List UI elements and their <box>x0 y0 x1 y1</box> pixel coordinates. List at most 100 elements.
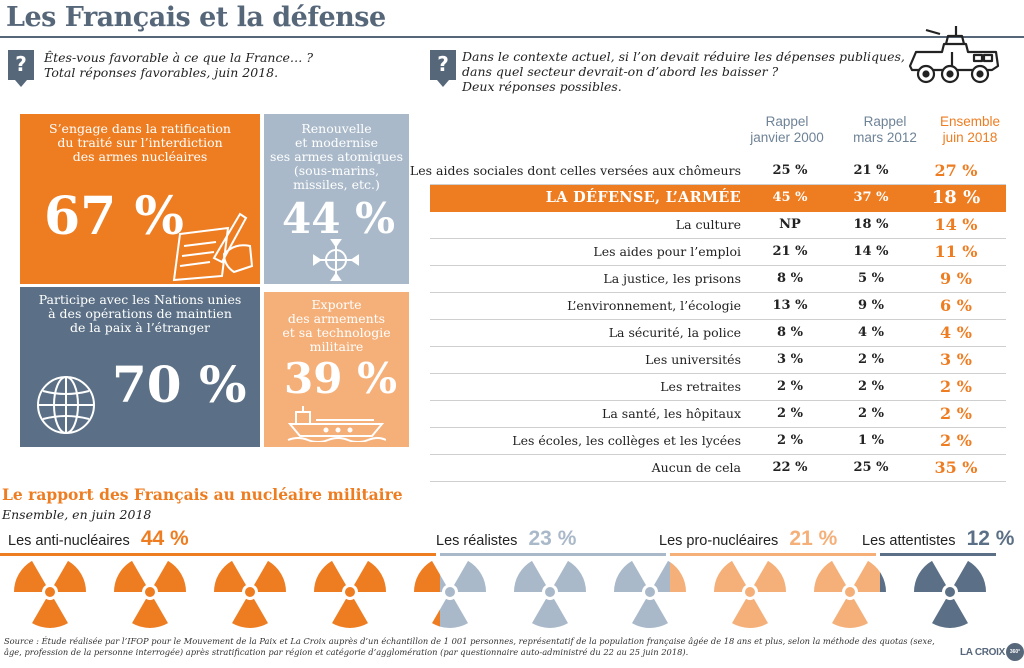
group-rule <box>440 553 666 556</box>
column-header-line: Rappel <box>765 114 809 129</box>
row-label: Les aides sociales dont celles versées a… <box>409 163 741 178</box>
table-row: Les retraites 2 % 2 % 2 % <box>430 374 1006 401</box>
ship-icon <box>287 406 386 442</box>
tile-label: du traité sur l’interdiction <box>57 135 223 150</box>
value-2000: NP <box>779 217 801 232</box>
radiation-symbol-pro <box>714 560 786 628</box>
favorable-tile-peacekeeping: Participe avec les Nations unies à des o… <box>20 287 260 447</box>
group-rule <box>670 553 876 556</box>
radiation-symbol-anti <box>414 560 440 627</box>
radiation-symbol-anti <box>314 560 386 628</box>
column-header-2000: Rappel janvier 2000 <box>747 114 827 146</box>
tile-percentage: 67 % <box>44 186 184 247</box>
column-header-2012: Rappel mars 2012 <box>845 114 925 146</box>
group-label: Les anti-nucléaires <box>8 533 130 549</box>
value-2018: 9 % <box>940 269 972 288</box>
row-label: Aucun de cela <box>651 460 741 475</box>
row-label: Les aides pour l’emploi <box>593 244 741 259</box>
table-row-highlight: LA DÉFENSE, L’ARMÉE 45 % 37 % 18 % <box>430 185 1006 212</box>
tile-label: Exporte <box>311 297 362 312</box>
group-percentage: 12 % <box>966 527 1015 550</box>
tile-label: S’engage dans la ratification <box>49 121 231 136</box>
value-2012: 4 % <box>858 325 884 340</box>
column-header-2018: Ensemble juin 2018 <box>928 114 1012 146</box>
crosshair-icon <box>313 239 359 281</box>
page-title: Les Français et la défense <box>6 2 386 33</box>
row-label: La sécurité, la police <box>608 325 741 340</box>
hand-signing-icon <box>172 212 254 282</box>
group-label: Les pro-nucléaires <box>659 533 779 549</box>
title-divider <box>0 36 1024 38</box>
group-percentage: 21 % <box>789 527 838 550</box>
nuclear-proportion-chart <box>0 553 996 628</box>
group-realistes: Les réalistes 23 % <box>436 527 576 551</box>
row-label: L’environnement, l’écologie <box>567 298 741 313</box>
tile-label: (sous-marins, <box>293 163 380 178</box>
group-rule <box>0 553 436 556</box>
nuclear-section-subtitle: Ensemble, en juin 2018 <box>2 507 152 522</box>
tile-label: et modernise <box>294 135 378 150</box>
value-2018: 27 % <box>934 161 978 180</box>
radiation-symbol-pro <box>670 562 686 592</box>
table-row: Les universités 3 % 2 % 3 % <box>430 347 1006 374</box>
source-note: Source : Étude réalisée par l’IFOP pour … <box>4 636 935 657</box>
column-header-line: janvier 2000 <box>750 130 824 145</box>
question2-line2: dans quel secteur devrait-on d’abord les… <box>462 64 779 79</box>
radiation-symbol-anti <box>114 560 186 628</box>
question2-text: Dans le contexte actuel, si l’on devait … <box>462 49 905 94</box>
armored-vehicle-icon <box>908 26 1000 84</box>
favorable-tile-modernise: Renouvelle et modernise ses armes atomiq… <box>264 114 409 284</box>
question2-line1: Dans le contexte actuel, si l’on devait … <box>462 49 905 64</box>
row-label: LA DÉFENSE, L’ARMÉE <box>545 189 741 206</box>
value-2000: 2 % <box>777 433 803 448</box>
tile-label: et sa technologie <box>282 325 391 340</box>
value-2000: 2 % <box>777 379 803 394</box>
group-attentistes: Les attentistes 12 % <box>862 527 1014 551</box>
tile-percentage: 39 % <box>284 354 397 403</box>
value-2000: 25 % <box>772 163 808 178</box>
value-2018: 2 % <box>940 377 972 396</box>
value-2000: 22 % <box>772 460 808 475</box>
value-2018: 2 % <box>940 431 972 450</box>
table-row: Les écoles, les collèges et les lycées 2 … <box>430 428 1006 455</box>
tile-label: militaire <box>309 339 364 354</box>
tile-label: de la paix à l’étranger <box>70 320 210 335</box>
tile-label: ses armes atomiques <box>270 149 403 164</box>
column-header-line: juin 2018 <box>942 130 998 145</box>
value-2018: 4 % <box>940 323 972 342</box>
globe-icon <box>37 376 95 434</box>
radiation-symbol-anti <box>214 560 286 628</box>
row-label: Les écoles, les collèges et les lycées <box>512 433 741 448</box>
question1-line1: Êtes-vous favorable à ce que la France… … <box>44 50 314 65</box>
value-2000: 13 % <box>772 298 808 313</box>
table-row: La culture NP 18 % 14 % <box>430 212 1006 239</box>
value-2012: 21 % <box>853 163 889 178</box>
question-icon: ? <box>430 50 456 87</box>
value-2012: 9 % <box>858 298 884 313</box>
question-icon: ? <box>8 50 34 87</box>
radiation-symbol-realistes <box>440 560 486 628</box>
value-2000: 3 % <box>777 352 803 367</box>
tile-percentage: 44 % <box>282 194 395 243</box>
value-2012: 25 % <box>853 460 889 475</box>
value-2012: 18 % <box>853 217 889 232</box>
group-percentage: 44 % <box>140 527 189 550</box>
value-2000: 2 % <box>777 406 803 421</box>
radiation-symbol-realistes <box>614 560 670 628</box>
value-2012: 2 % <box>858 406 884 421</box>
tile-label: des armes nucléaires <box>72 149 208 164</box>
favorable-tile-exports: Exporte des armements et sa technologie … <box>264 292 409 447</box>
group-label: Les attentistes <box>862 533 956 549</box>
table-row: L’environnement, l’écologie 13 % 9 % 6 % <box>430 293 1006 320</box>
publisher-logo: LA CROIX <box>960 647 1006 658</box>
tile-label: des armements <box>287 311 386 326</box>
radiation-symbol-pro <box>814 560 880 628</box>
question1-line2: Total réponses favorables, juin 2018. <box>44 65 279 80</box>
value-2018: 18 % <box>931 187 981 208</box>
value-2018: 11 % <box>934 242 978 261</box>
value-2012: 37 % <box>853 190 889 205</box>
value-2018: 3 % <box>940 350 972 369</box>
table-row: La justice, les prisons 8 % 5 % 9 % <box>430 266 1006 293</box>
column-header-line: Ensemble <box>939 114 1001 129</box>
tile-label: missiles, etc.) <box>293 177 380 192</box>
